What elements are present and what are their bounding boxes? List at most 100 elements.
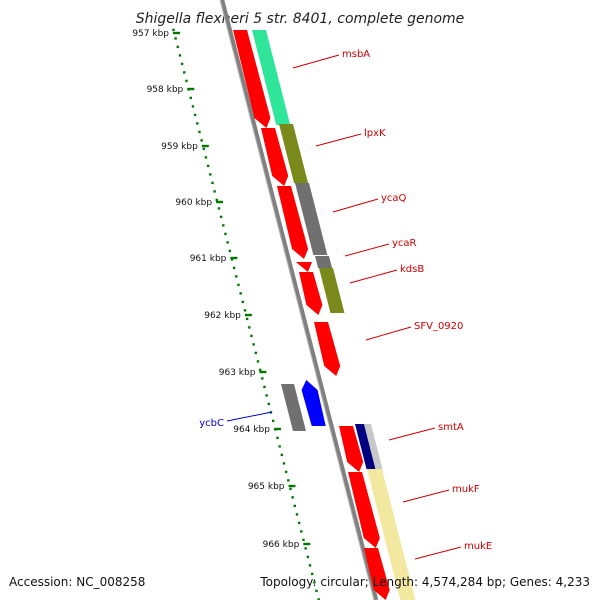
ruler-dot bbox=[306, 555, 310, 559]
ruler-dot bbox=[254, 351, 257, 355]
ruler-dot bbox=[276, 436, 279, 440]
ruler-dot bbox=[237, 283, 240, 287]
feature-track bbox=[233, 30, 416, 600]
tick-ruler: 957 kbp 958 kbp 959 kbp 960 kbp 961 kbp 962 k… bbox=[132, 28, 320, 600]
tick-label: 962 kbp bbox=[204, 311, 241, 321]
ruler-dot bbox=[304, 547, 307, 550]
tick-label: 966 kbp bbox=[263, 540, 300, 550]
ruler-dot bbox=[209, 173, 212, 176]
ruler-dot bbox=[226, 241, 229, 244]
gene-label-smtA[interactable]: smtA bbox=[438, 422, 464, 433]
ruler-dot bbox=[252, 343, 255, 346]
ruler-dot bbox=[293, 504, 297, 508]
leader-line-msbA bbox=[292, 54, 340, 69]
tick-label: 963 kbp bbox=[219, 368, 256, 378]
ruler-dot bbox=[172, 28, 175, 32]
ruler-dot bbox=[261, 377, 264, 380]
gene-label-ycbC[interactable]: ycbC bbox=[199, 418, 224, 429]
ruler-dot bbox=[222, 224, 225, 227]
ruler-dot bbox=[243, 309, 247, 312]
ruler-dot bbox=[193, 113, 197, 117]
cog-block-ycaQ[interactable] bbox=[295, 183, 328, 255]
ruler-dot bbox=[250, 334, 253, 338]
ruler-dot bbox=[183, 71, 186, 74]
ruler-dot bbox=[174, 37, 177, 40]
ruler-dot bbox=[202, 147, 205, 151]
cog-block-muk[interactable] bbox=[367, 469, 416, 600]
cds-ycaQ[interactable] bbox=[277, 186, 309, 259]
ruler-dot bbox=[282, 462, 286, 465]
ruler-dot bbox=[189, 96, 192, 100]
ruler-dot bbox=[178, 54, 182, 57]
ruler-dot bbox=[215, 198, 218, 202]
ruler-dot bbox=[241, 300, 244, 304]
cds-msbA[interactable] bbox=[233, 30, 271, 128]
leader-line-ycaR bbox=[344, 243, 390, 257]
ruler-dot bbox=[256, 360, 260, 363]
gene-labels: msbA lpxK ycaQ ycaR kdsB SFV_0920 ycbC s… bbox=[199, 49, 492, 560]
ruler-dot bbox=[204, 156, 208, 159]
cds-mukF[interactable] bbox=[348, 472, 380, 548]
ruler-dot bbox=[245, 317, 249, 321]
ruler-dot bbox=[196, 122, 199, 125]
ruler-dot bbox=[287, 479, 290, 482]
cog-block-ycaR[interactable] bbox=[315, 256, 333, 268]
leader-line-ycaQ bbox=[332, 198, 379, 213]
ruler-dot bbox=[267, 402, 271, 406]
ruler-dot bbox=[176, 45, 179, 49]
ruler-dot bbox=[315, 589, 318, 593]
ruler-dot bbox=[265, 394, 268, 397]
backbone-stroke bbox=[219, 0, 379, 600]
tick-label: 957 kbp bbox=[132, 29, 169, 39]
cog-block-ycbC[interactable] bbox=[281, 384, 306, 431]
tick-label: 960 kbp bbox=[175, 198, 212, 208]
gene-label-SFV_0920[interactable]: SFV_0920 bbox=[414, 321, 463, 332]
ruler-dot bbox=[302, 538, 305, 542]
cds-lpxK[interactable] bbox=[261, 128, 289, 186]
ruler-dot bbox=[185, 79, 188, 83]
cog-block-lpxK[interactable] bbox=[279, 124, 309, 183]
ruler-dot bbox=[300, 530, 303, 533]
ruler-dot bbox=[217, 207, 221, 210]
gene-label-ycaQ[interactable]: ycaQ bbox=[381, 193, 407, 204]
backbone-line bbox=[219, 0, 379, 600]
cog-block-smtA-light[interactable] bbox=[364, 424, 383, 469]
ruler-dot bbox=[224, 232, 227, 236]
ruler-dot bbox=[180, 62, 184, 66]
ruler-dot bbox=[308, 564, 312, 567]
gene-label-msbA[interactable]: msbA bbox=[342, 49, 370, 60]
gene-label-mukF[interactable]: mukF bbox=[452, 484, 480, 495]
leader-line-smtA bbox=[388, 427, 436, 441]
ruler-dot bbox=[248, 326, 251, 329]
cog-block-msbA[interactable] bbox=[252, 30, 291, 125]
cds-mukE[interactable] bbox=[364, 548, 390, 600]
cog-block-smtA[interactable] bbox=[355, 424, 376, 469]
ruler-dot bbox=[263, 385, 266, 389]
ruler-dot bbox=[239, 292, 242, 295]
ruler-dot bbox=[295, 513, 299, 516]
gene-label-lpxK[interactable]: lpxK bbox=[364, 128, 386, 139]
cds-ycaR[interactable] bbox=[296, 262, 312, 272]
gene-label-ycaR[interactable]: ycaR bbox=[392, 238, 417, 249]
leader-line-ycbC bbox=[226, 411, 273, 422]
ruler-dot bbox=[297, 521, 301, 525]
backbone-highlight bbox=[219, 0, 375, 600]
ruler-dot bbox=[291, 496, 294, 499]
gene-label-mukE[interactable]: mukE bbox=[464, 541, 492, 552]
tick-label: 965 kbp bbox=[248, 482, 285, 492]
cds-SFV_0920[interactable] bbox=[314, 322, 341, 376]
cog-block-kdsB[interactable] bbox=[319, 268, 345, 313]
cds-smtA[interactable] bbox=[339, 426, 364, 472]
ruler-dot bbox=[313, 581, 316, 584]
tick-label: 961 kbp bbox=[190, 254, 227, 264]
ruler-dot bbox=[211, 181, 214, 185]
cds-ycbC[interactable] bbox=[301, 380, 326, 426]
topology-text: Topology: circular; Length: 4,574,284 bp… bbox=[259, 575, 590, 589]
ruler-dot bbox=[271, 419, 275, 423]
gene-label-kdsB[interactable]: kdsB bbox=[400, 264, 424, 275]
ruler-dot bbox=[235, 275, 238, 278]
cds-kdsB[interactable] bbox=[299, 272, 323, 315]
leader-line-lpxK bbox=[315, 133, 362, 147]
ruler-dot bbox=[310, 572, 314, 576]
